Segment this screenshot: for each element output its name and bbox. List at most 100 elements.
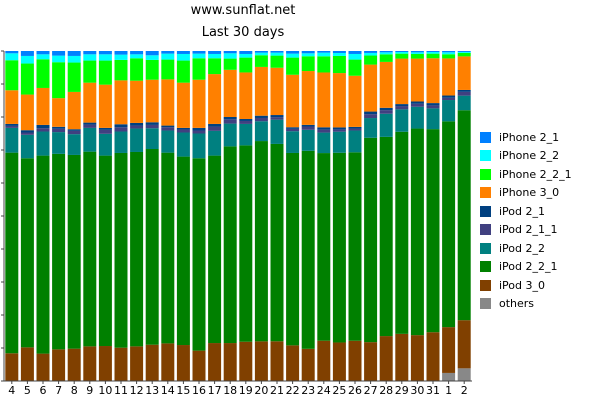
- bar-segment-iphone-2-2-28: [379, 52, 393, 55]
- bar-segment-ipod-2-1-5: [20, 130, 34, 133]
- bar-segment-ipod-2-1-16: [192, 127, 206, 131]
- bar-segment-ipod-2-1-20: [254, 115, 268, 118]
- bar-segment-iphone-2-1-18: [223, 51, 237, 54]
- bar-segment-iphone-2-1-6: [36, 51, 50, 55]
- bar-segment-iphone-3-0-30: [410, 58, 424, 102]
- bar-segment-ipod-2-1-22: [286, 127, 300, 129]
- bar-segment-ipod-2-1-23: [301, 124, 315, 127]
- bar-segment-iphone-2-2-4: [5, 53, 19, 61]
- bar-segment-iphone-2-2-1-5: [20, 63, 34, 95]
- bar-segment-iphone-2-2-1-10: [98, 60, 112, 85]
- bar-segment-ipod-3-0-13: [145, 344, 159, 381]
- bar-segment-ipod-3-0-6: [36, 353, 50, 381]
- bar-segment-ipod-2-1-27: [364, 111, 378, 115]
- bar-segment-ipod-2-1-1-24: [317, 129, 331, 133]
- bar-segment-ipod-3-0-16: [192, 350, 206, 381]
- bar-segment-ipod-2-1-25: [332, 127, 346, 130]
- bar-segment-ipod-2-1-1-14: [161, 127, 175, 131]
- bar-segment-iphone-2-2-9: [83, 54, 97, 61]
- bar-segment-ipod-2-2-26: [348, 130, 362, 153]
- bar-segment-iphone-2-2-8: [67, 55, 81, 63]
- x-tick-label: 5: [24, 384, 31, 397]
- legend-label: iPod 2_2_1: [499, 260, 558, 274]
- bar-segment-ipod-2-2-27: [364, 118, 378, 138]
- bar-segment-ipod-3-0-27: [364, 342, 378, 381]
- x-tick-label: 8: [71, 384, 78, 397]
- bar-segment-iphone-2-2-17: [208, 53, 222, 59]
- bar-segment-ipod-2-2-5: [20, 134, 34, 159]
- x-tick-label: 16: [192, 384, 206, 397]
- bar-segment-iphone-2-2-1-25: [332, 55, 346, 74]
- bar-segment-ipod-2-1-21: [270, 115, 284, 118]
- bar-segment-ipod-2-1-15: [176, 127, 190, 130]
- legend-item-ipod-3-0: iPod 3_0: [480, 276, 572, 295]
- bar-segment-ipod-2-1-1-4: [5, 125, 19, 128]
- bar-segment-iphone-2-2-1: [442, 52, 456, 55]
- bar-segment-iphone-3-0-11: [114, 80, 128, 125]
- bar-segment-iphone-2-2-1-18: [223, 58, 237, 70]
- bar-segment-iphone-2-1-16: [192, 51, 206, 54]
- legend-swatch: [480, 298, 491, 310]
- bar-segment-ipod-3-0-14: [161, 343, 175, 381]
- bar-segment-ipod-2-1-1-30: [410, 103, 424, 107]
- bar-segment-ipod-2-2-1-8: [67, 154, 81, 349]
- bar-segment-iphone-2-2-13: [145, 55, 159, 60]
- bar-segment-iphone-2-1-22: [286, 51, 300, 54]
- bar-segment-ipod-2-2-18: [223, 123, 237, 147]
- bar-segment-ipod-2-2-7: [52, 132, 66, 154]
- bar-segment-iphone-3-0-29: [395, 58, 409, 105]
- bar-segment-iphone-2-2-21: [270, 52, 284, 56]
- bar-segment-ipod-3-0-31: [426, 332, 440, 381]
- bar-segment-ipod-3-0-22: [286, 345, 300, 381]
- bar-segment-iphone-2-2-1-12: [130, 58, 144, 81]
- x-tick-label: 24: [317, 384, 331, 397]
- bar-segment-ipod-2-2-29: [395, 109, 409, 132]
- bar-segment-iphone-2-2-5: [20, 55, 34, 64]
- bar-segment-ipod-2-2-1-27: [364, 137, 378, 343]
- bar-segment-iphone-2-1-28: [379, 51, 393, 53]
- bar-segment-iphone-2-2-23: [301, 53, 315, 57]
- bar-segment-ipod-2-2-1-30: [410, 128, 424, 336]
- bar-segment-iphone-2-2-1-31: [426, 53, 440, 59]
- axes-group: [1, 50, 472, 384]
- bar-segment-ipod-2-2-1-14: [161, 152, 175, 344]
- bar-segment-ipod-2-2-19: [239, 123, 253, 146]
- bar-segment-iphone-2-2-1-15: [176, 60, 190, 83]
- bar-segment-iphone-3-0-28: [379, 61, 393, 108]
- bar-segment-ipod-3-0-21: [270, 341, 284, 381]
- bar-segment-ipod-3-0-20: [254, 341, 268, 381]
- bar-segment-iphone-2-2-1-23: [301, 56, 315, 72]
- x-tick-label: 29: [395, 384, 409, 397]
- x-tick-label: 30: [410, 384, 424, 397]
- bar-segment-iphone-3-0-12: [130, 80, 144, 123]
- x-tick-label: 7: [55, 384, 62, 397]
- legend-swatch: [480, 224, 491, 236]
- bar-segment-iphone-3-0-15: [176, 82, 190, 128]
- x-tick-label: 23: [301, 384, 315, 397]
- x-tick-label: 20: [254, 384, 268, 397]
- bar-segment-ipod-2-2-1-28: [379, 136, 393, 337]
- legend-swatch: [480, 131, 491, 143]
- bar-segment-ipod-2-2-1-1: [442, 121, 456, 328]
- bar-segment-ipod-2-2-1-26: [348, 152, 362, 341]
- bar-segment-ipod-3-0-26: [348, 340, 362, 381]
- x-tick-label: 18: [223, 384, 237, 397]
- x-tick-label: 22: [286, 384, 300, 397]
- x-tick-label: 9: [86, 384, 93, 397]
- bar-segment-iphone-2-2-1-1: [442, 54, 456, 59]
- bar-segment-iphone-2-2-1-19: [239, 57, 253, 73]
- bar-segment-ipod-2-1-1-9: [83, 124, 97, 128]
- bar-segment-ipod-2-2-1-2: [457, 110, 471, 321]
- legend-item-iphone-3-0: iPhone 3_0: [480, 184, 572, 203]
- bar-segment-ipod-2-1-29: [395, 104, 409, 107]
- bar-segment-iphone-2-2-1-13: [145, 59, 159, 80]
- x-tick-label: 31: [426, 384, 440, 397]
- bar-segment-iphone-3-0-31: [426, 58, 440, 104]
- legend-label: iPhone 2_2: [499, 149, 560, 163]
- bar-segment-ipod-2-1-9: [83, 122, 97, 125]
- bar-segment-ipod-2-1-14: [161, 125, 175, 128]
- bar-segment-iphone-2-1-9: [83, 51, 97, 55]
- chart-subtitle: Last 30 days: [201, 25, 285, 40]
- bar-segment-iphone-2-2-27: [364, 52, 378, 56]
- bar-segment-iphone-2-2-1-11: [114, 59, 128, 81]
